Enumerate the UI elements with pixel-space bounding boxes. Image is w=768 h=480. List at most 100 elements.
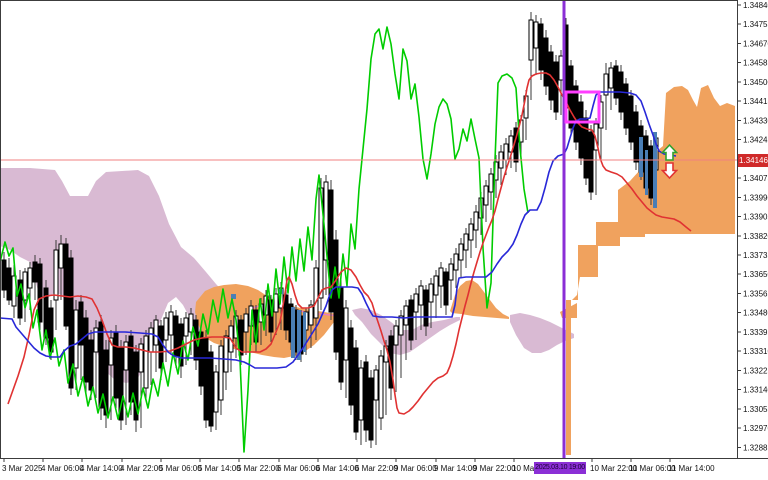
candle-up — [483, 185, 489, 206]
time-axis-label: 11 Mar 14:00 — [668, 464, 715, 473]
time-axis-label: 4 Mar 06:00 — [41, 464, 84, 473]
price-axis-label: 1.33990 — [743, 193, 768, 202]
candle-down — [128, 335, 134, 403]
candle-up — [123, 341, 129, 371]
candle-down — [443, 271, 449, 306]
candle-up — [428, 283, 434, 303]
price-axis-label: 1.33140 — [743, 386, 768, 395]
candle-up — [603, 73, 609, 96]
candle-up — [463, 233, 469, 251]
candle-up — [273, 293, 279, 313]
candle-down — [113, 331, 119, 399]
price-axis-label: 1.34585 — [743, 59, 768, 68]
candle-up — [403, 305, 409, 326]
candle-up — [488, 173, 494, 193]
candle-down — [628, 95, 634, 143]
candle-up — [438, 267, 444, 287]
candle-down — [37, 263, 43, 323]
candle-up — [473, 211, 479, 231]
time-axis-label: 4 Mar 22:00 — [120, 464, 163, 473]
candle-up — [148, 327, 154, 353]
highlight-bar[interactable] — [291, 307, 295, 358]
buy-arrow-icon[interactable] — [660, 143, 679, 161]
candle-down — [363, 361, 369, 431]
candle-down — [368, 377, 374, 441]
candle-down — [388, 335, 394, 389]
candle-up — [243, 313, 249, 333]
candle-down — [6, 267, 12, 301]
candle-down — [63, 243, 69, 327]
time-axis-label: 4 Mar 14:00 — [80, 464, 123, 473]
candle-up — [343, 307, 349, 361]
candle-down — [43, 287, 49, 339]
price-axis-label: 1.32885 — [743, 443, 768, 452]
candle-up — [458, 243, 464, 261]
time-axis-label: 5 Mar 06:00 — [159, 464, 202, 473]
candle-up — [213, 371, 219, 413]
candle-up — [413, 293, 419, 313]
candle-down — [613, 65, 619, 99]
price-axis-label: 1.33650 — [743, 270, 768, 279]
candle-up — [143, 335, 149, 389]
candle-up — [93, 327, 99, 353]
candle-down — [32, 261, 38, 283]
candle-down — [83, 317, 89, 383]
time-axis-label: 9 Mar 06:00 — [394, 464, 437, 473]
candle-up — [163, 317, 169, 341]
price-axis-label: 1.33310 — [743, 347, 768, 356]
price-axis-label: 1.34840 — [743, 1, 768, 10]
candle-down — [118, 347, 124, 421]
candle-down — [238, 319, 244, 356]
candle-down — [578, 101, 584, 159]
price-axis-label: 1.33565 — [743, 289, 768, 298]
price-axis-label: 1.34330 — [743, 116, 768, 125]
highlight-bar[interactable] — [653, 132, 657, 208]
bear-cloud-right — [510, 313, 574, 353]
candle-up — [448, 263, 454, 281]
candle-down — [88, 339, 94, 391]
candle-up — [418, 285, 424, 306]
price-axis-label: 1.34245 — [743, 136, 768, 145]
candle-down — [158, 325, 164, 369]
highlight-bar[interactable] — [645, 150, 648, 195]
time-axis-label: 3 Mar 2025 — [2, 464, 43, 473]
price-axis-label: 1.34415 — [743, 97, 768, 106]
candle-up — [358, 367, 364, 421]
price-axis: 1.34840 1.34755 1.34670 1.34585 1.34500 1.344… — [737, 1, 768, 452]
time-axis-label: 9 Mar 14:00 — [434, 464, 477, 473]
price-axis-label: 1.33820 — [743, 232, 768, 241]
candle-up — [108, 337, 114, 366]
price-axis-label: 1.34075 — [743, 174, 768, 183]
highlight-bar[interactable] — [303, 312, 306, 352]
sell-arrow-icon[interactable] — [660, 162, 679, 180]
time-axis-label: 5 Mar 22:00 — [237, 464, 280, 473]
candle-up — [27, 267, 33, 289]
price-axis-label: 1.33735 — [743, 251, 768, 260]
time-axis-label: 6 Mar 06:00 — [277, 464, 320, 473]
price-axis-label: 1.34755 — [743, 20, 768, 29]
candle-down — [583, 117, 589, 179]
time-axis-label: 6 Mar 14:00 — [316, 464, 359, 473]
highlight-bar[interactable] — [297, 310, 301, 360]
candle-down — [423, 289, 429, 327]
candle-down — [328, 189, 334, 313]
candle-up — [153, 319, 159, 346]
candle-up — [453, 253, 459, 271]
candle-up — [218, 345, 224, 401]
candle-down — [1, 259, 7, 291]
candle-up — [313, 267, 319, 319]
candle-down — [17, 279, 23, 319]
candle-down — [133, 351, 139, 421]
candle-up — [53, 249, 59, 301]
highlight-bar[interactable] — [639, 137, 643, 177]
candle-down — [208, 351, 214, 427]
candle-up — [73, 309, 79, 369]
square-marker[interactable] — [231, 294, 236, 299]
candle-down — [338, 287, 344, 383]
candle-up — [393, 325, 399, 346]
highlight-rectangle[interactable] — [564, 90, 601, 124]
price-axis-label: 1.33480 — [743, 309, 768, 318]
candle-up — [558, 55, 564, 81]
candle-up — [223, 335, 229, 373]
